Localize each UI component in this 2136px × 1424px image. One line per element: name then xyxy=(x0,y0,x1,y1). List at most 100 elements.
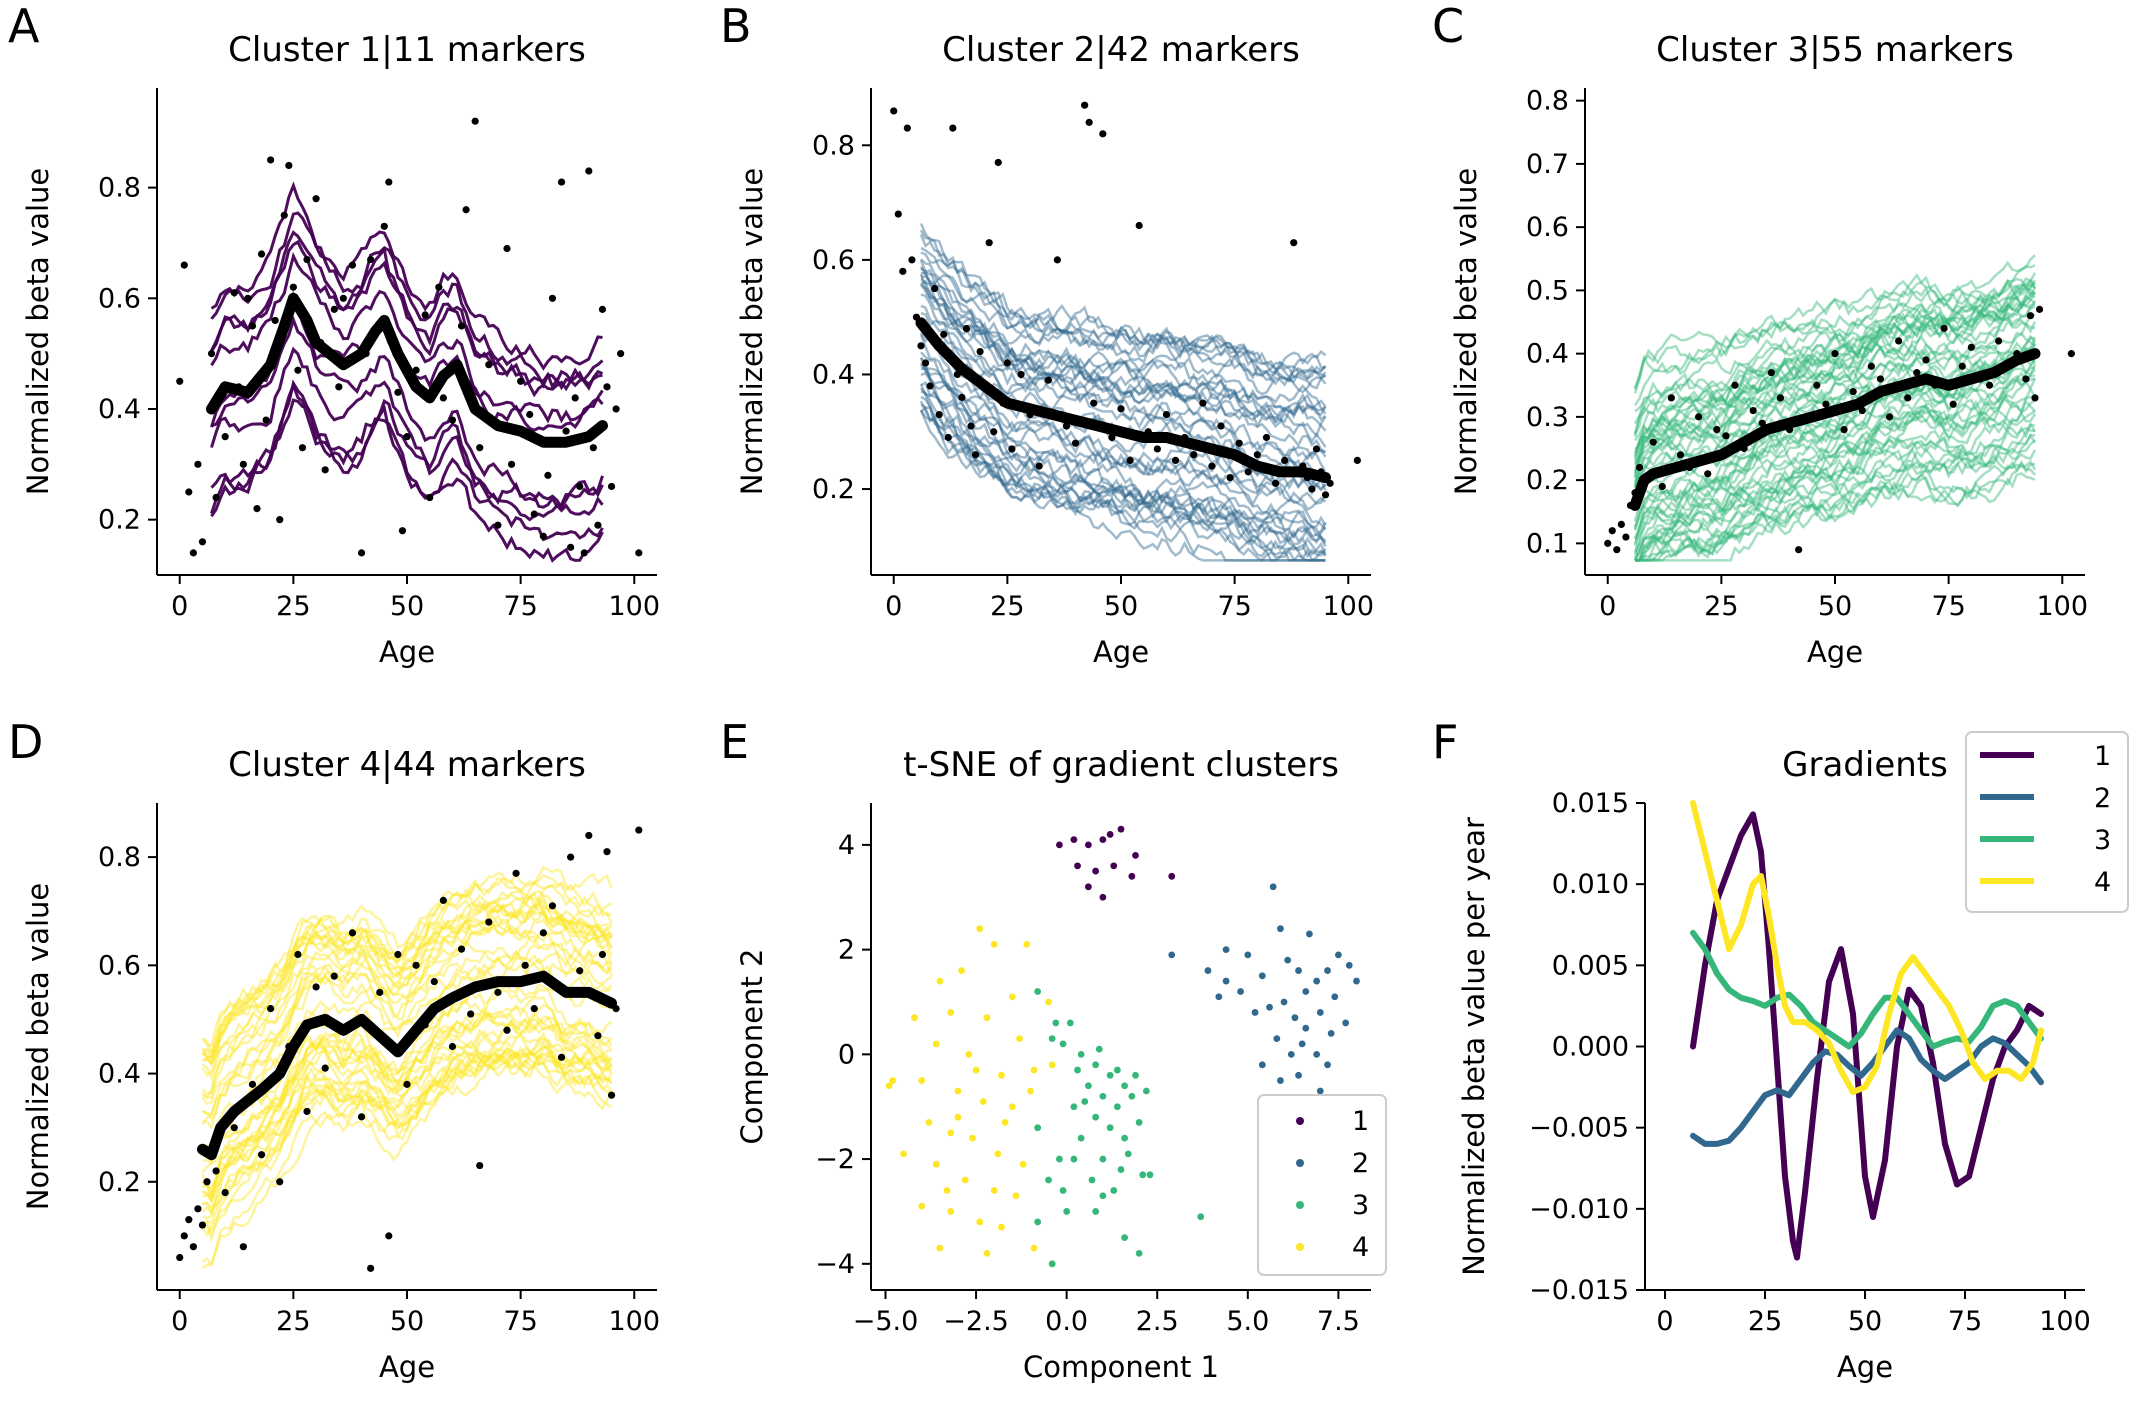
tsne-point-cluster-4 xyxy=(958,967,965,974)
tsne-point-cluster-3 xyxy=(1077,1050,1085,1058)
sample-point xyxy=(239,1243,247,1251)
tsne-point-cluster-2 xyxy=(1316,1009,1324,1016)
marker-trace xyxy=(201,1041,613,1238)
plot-area xyxy=(176,826,643,1272)
y-tick-label: 0.4 xyxy=(812,359,855,390)
sample-point xyxy=(1090,399,1098,407)
tsne-point-cluster-1 xyxy=(1128,872,1136,880)
tsne-point-cluster-1 xyxy=(1070,836,1078,844)
y-axis-label: Normalized beta value xyxy=(735,168,769,496)
tsne-point-cluster-4 xyxy=(936,977,944,985)
tsne-point-cluster-3 xyxy=(1135,1249,1143,1257)
sample-point xyxy=(557,178,566,186)
x-tick-label: 50 xyxy=(1104,591,1138,622)
marker-trace xyxy=(201,876,613,1058)
marker-trace xyxy=(920,258,1327,372)
tsne-point-cluster-3 xyxy=(1142,1087,1150,1095)
legend-marker xyxy=(1296,1201,1304,1209)
x-axis-label: Age xyxy=(379,635,435,669)
sample-point xyxy=(303,1107,311,1116)
tsne-point-cluster-3 xyxy=(1135,1119,1143,1126)
tsne-point-cluster-4 xyxy=(943,1187,951,1194)
legend-label: 4 xyxy=(2094,867,2111,898)
tsne-point-cluster-4 xyxy=(983,1014,991,1022)
sample-point xyxy=(376,988,384,996)
sample-point xyxy=(1162,410,1171,419)
tsne-point-cluster-3 xyxy=(1197,1213,1205,1221)
sample-point xyxy=(635,826,643,834)
gradient-line-3 xyxy=(1690,929,2044,1050)
chart-title: Cluster 1|11 markers xyxy=(228,30,586,70)
sample-point xyxy=(576,967,584,975)
sample-point xyxy=(435,283,443,291)
sample-point xyxy=(1985,381,1994,389)
legend-marker xyxy=(1296,1243,1304,1251)
legend-marker xyxy=(1296,1159,1304,1167)
sample-point xyxy=(1271,479,1280,487)
sample-point xyxy=(1617,520,1625,529)
sample-point xyxy=(221,1189,229,1197)
sample-point xyxy=(457,322,466,330)
tsne-point-cluster-2 xyxy=(1302,988,1310,995)
marker-trace xyxy=(919,362,1327,559)
tsne-point-cluster-2 xyxy=(1316,1087,1324,1095)
tsne-point-cluster-2 xyxy=(1258,1061,1266,1069)
y-tick-label: −0.005 xyxy=(1529,1113,1629,1144)
sample-point xyxy=(1208,462,1216,470)
tsne-point-cluster-2 xyxy=(1324,1061,1331,1069)
sample-point xyxy=(1613,546,1621,554)
marker-trace xyxy=(919,400,1327,545)
sample-point xyxy=(1071,439,1080,447)
sample-point xyxy=(530,1005,538,1013)
sample-point xyxy=(244,294,252,302)
marker-trace xyxy=(919,409,1327,537)
sample-point xyxy=(926,382,934,390)
sample-point xyxy=(1813,381,1821,389)
x-tick-label: 100 xyxy=(608,591,660,622)
tsne-point-cluster-3 xyxy=(1034,988,1042,995)
sample-point xyxy=(448,1042,457,1051)
marker-trace xyxy=(920,251,1327,383)
sample-point xyxy=(221,433,229,441)
legend-label: 2 xyxy=(1352,1148,1369,1179)
sample-point xyxy=(899,267,907,275)
x-tick-label: 7.5 xyxy=(1317,1306,1360,1337)
sample-point xyxy=(176,1253,184,1262)
tsne-point-cluster-4 xyxy=(998,1071,1005,1079)
tsne-point-cluster-3 xyxy=(1048,1260,1056,1268)
x-tick-label: 50 xyxy=(1848,1306,1882,1337)
marker-trace xyxy=(202,1006,612,1165)
tsne-point-cluster-2 xyxy=(1331,993,1339,1001)
tsne-point-cluster-4 xyxy=(925,1119,933,1126)
marker-trace xyxy=(201,1012,613,1174)
mean-line xyxy=(206,292,608,448)
sample-point xyxy=(1776,394,1785,402)
marker-trace xyxy=(202,1050,613,1205)
sample-point xyxy=(935,410,943,419)
y-tick-label: 4 xyxy=(838,830,855,861)
tsne-point-cluster-4 xyxy=(936,1244,944,1252)
tsne-point-cluster-4 xyxy=(932,1040,940,1048)
sample-point xyxy=(457,945,466,953)
tsne-point-cluster-3 xyxy=(1048,1035,1056,1043)
sample-point xyxy=(403,433,411,441)
marker-trace xyxy=(919,357,1327,545)
sample-point xyxy=(1904,394,1912,402)
plot-area xyxy=(1604,254,2075,562)
marker-trace xyxy=(919,387,1327,557)
sample-point xyxy=(230,1124,238,1132)
panel-letter: D xyxy=(8,715,43,769)
sample-point xyxy=(503,244,511,253)
sample-point xyxy=(1676,451,1685,459)
sample-point xyxy=(1704,470,1712,478)
marker-trace xyxy=(201,1045,613,1237)
sample-point xyxy=(185,488,193,496)
x-tick-label: 50 xyxy=(390,1306,424,1337)
tsne-point-cluster-2 xyxy=(1295,967,1302,974)
sample-point xyxy=(257,250,266,258)
mean-line xyxy=(915,317,1331,484)
sample-point xyxy=(176,377,184,385)
tsne-point-cluster-3 xyxy=(1146,1171,1154,1179)
sample-point xyxy=(594,521,602,529)
legend-label: 1 xyxy=(1352,1106,1369,1137)
